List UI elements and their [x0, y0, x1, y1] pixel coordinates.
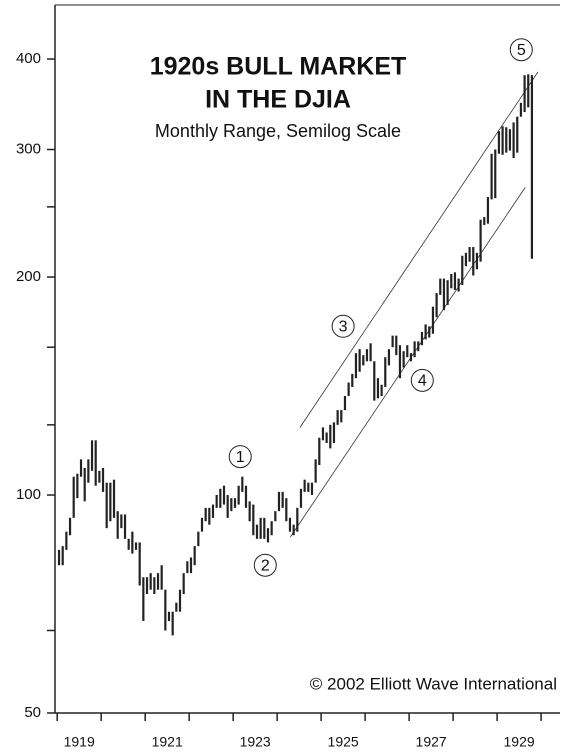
- wave-circle: [410, 368, 434, 392]
- y-tick-label: 200: [16, 268, 41, 285]
- wave-circle: [331, 314, 355, 338]
- wave-label: 1: [236, 449, 245, 466]
- wave-label: 2: [261, 557, 270, 574]
- wave-circle: [228, 445, 252, 469]
- x-tick-label: 1929: [504, 734, 535, 750]
- chart-title: 1920s BULL MARKET: [150, 53, 407, 81]
- credit: © 2002 Elliott Wave International: [310, 674, 557, 693]
- x-tick-label: 1923: [240, 734, 271, 750]
- x-tick-label: 1925: [328, 734, 359, 750]
- x-tick-label: 1919: [64, 734, 95, 750]
- x-tick-label: 1921: [152, 734, 183, 750]
- wave-label: 4: [418, 373, 427, 390]
- y-tick-label: 50: [24, 704, 41, 721]
- y-tick-label: 300: [16, 140, 41, 157]
- trend-line: [299, 71, 539, 428]
- y-tick-label: 100: [16, 486, 41, 503]
- chart-title: IN THE DJIA: [205, 86, 351, 114]
- trend-line: [290, 187, 526, 538]
- chart-subtitle: Monthly Range, Semilog Scale: [155, 121, 401, 141]
- wave-circle: [509, 38, 533, 62]
- wave-circle: [253, 553, 277, 577]
- y-tick-label: 400: [16, 50, 41, 67]
- x-tick-label: 1927: [416, 734, 447, 750]
- wave-label: 5: [517, 42, 526, 59]
- wave-label: 3: [339, 319, 348, 336]
